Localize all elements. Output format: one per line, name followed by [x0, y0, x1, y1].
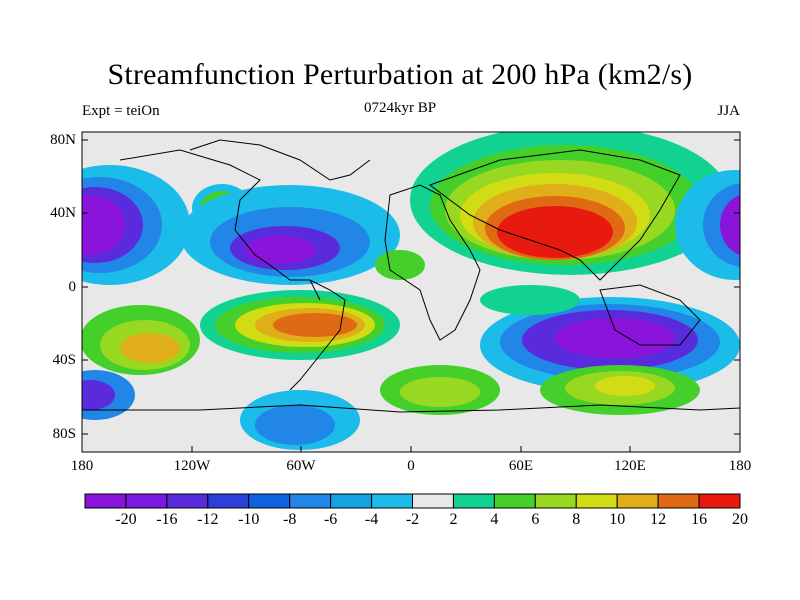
season-label: JJA — [717, 103, 740, 119]
colorbar-label: -12 — [197, 511, 219, 528]
colorbar-swatch — [698, 493, 741, 509]
south-atlantic-high-feature — [200, 290, 400, 360]
colorbar-label: -16 — [156, 511, 178, 528]
y-tick-80n: 80N — [50, 132, 76, 148]
contour-field — [82, 132, 740, 452]
north-pacific-low-feature — [82, 165, 740, 285]
y-tick-80s: 80S — [52, 426, 76, 442]
colorbar-label: 16 — [691, 511, 708, 528]
colorbar-swatch — [493, 493, 536, 509]
x-tick-60w: 60W — [286, 458, 316, 474]
colorbar-swatch — [207, 493, 250, 509]
colorbar-label: -20 — [115, 511, 137, 528]
indian-ocean-low-feature — [480, 297, 740, 393]
colorbar-swatch — [289, 493, 332, 509]
y-tick-40n: 40N — [50, 205, 76, 221]
colorbar-label: 8 — [572, 511, 581, 528]
colorbar-swatch — [616, 493, 659, 509]
colorbar-label: -6 — [323, 511, 338, 528]
colorbar-swatch — [412, 493, 454, 509]
y-tick-0: 0 — [68, 279, 77, 295]
colorbar-label: -2 — [405, 511, 420, 528]
asian-high-feature — [410, 132, 730, 275]
x-tick-180w: 180 — [70, 458, 94, 474]
experiment-label: Expt = teiOn — [82, 103, 160, 119]
north-atlantic-low-feature — [180, 185, 400, 285]
x-tick-60e: 60E — [508, 458, 534, 474]
colorbar-label: 2 — [449, 511, 458, 528]
colorbar-swatch — [371, 493, 413, 509]
x-tick-120e: 120E — [614, 458, 646, 474]
colorbar-label: 20 — [732, 511, 748, 528]
plot-title: Streamfunction Perturbation at 200 hPa (… — [107, 58, 693, 91]
time-label: 0724kyr BP — [363, 100, 437, 116]
colorbar — [84, 493, 741, 509]
colorbar-swatch — [657, 493, 700, 509]
colorbar-label: 6 — [531, 511, 540, 528]
x-ticks — [81, 446, 741, 452]
colorbar-swatch — [166, 493, 209, 509]
x-tick-180e: 180 — [728, 458, 752, 474]
colorbar-swatch — [575, 493, 618, 509]
colorbar-swatch — [84, 493, 127, 509]
south-pacific-high-feature — [82, 305, 200, 375]
south-indian-high-feature — [540, 365, 700, 415]
colorbar-swatch — [125, 493, 168, 509]
colorbar-label: -8 — [283, 511, 297, 528]
southern-ocean-feature — [82, 365, 500, 450]
colorbar-swatch — [452, 493, 495, 509]
y-ticks — [82, 139, 740, 435]
x-tick-120w: 120W — [173, 458, 211, 474]
colorbar-label: 4 — [490, 511, 499, 528]
y-tick-40s: 40S — [52, 352, 76, 368]
colorbar-label: -4 — [364, 511, 379, 528]
coastlines — [82, 139, 740, 413]
colorbar-label: 12 — [650, 511, 667, 528]
colorbar-swatch — [534, 493, 577, 509]
x-tick-0: 0 — [407, 458, 415, 474]
colorbar-label: -10 — [238, 511, 260, 528]
colorbar-swatch — [330, 493, 373, 509]
colorbar-label: 10 — [609, 511, 626, 528]
colorbar-swatch — [248, 493, 291, 509]
